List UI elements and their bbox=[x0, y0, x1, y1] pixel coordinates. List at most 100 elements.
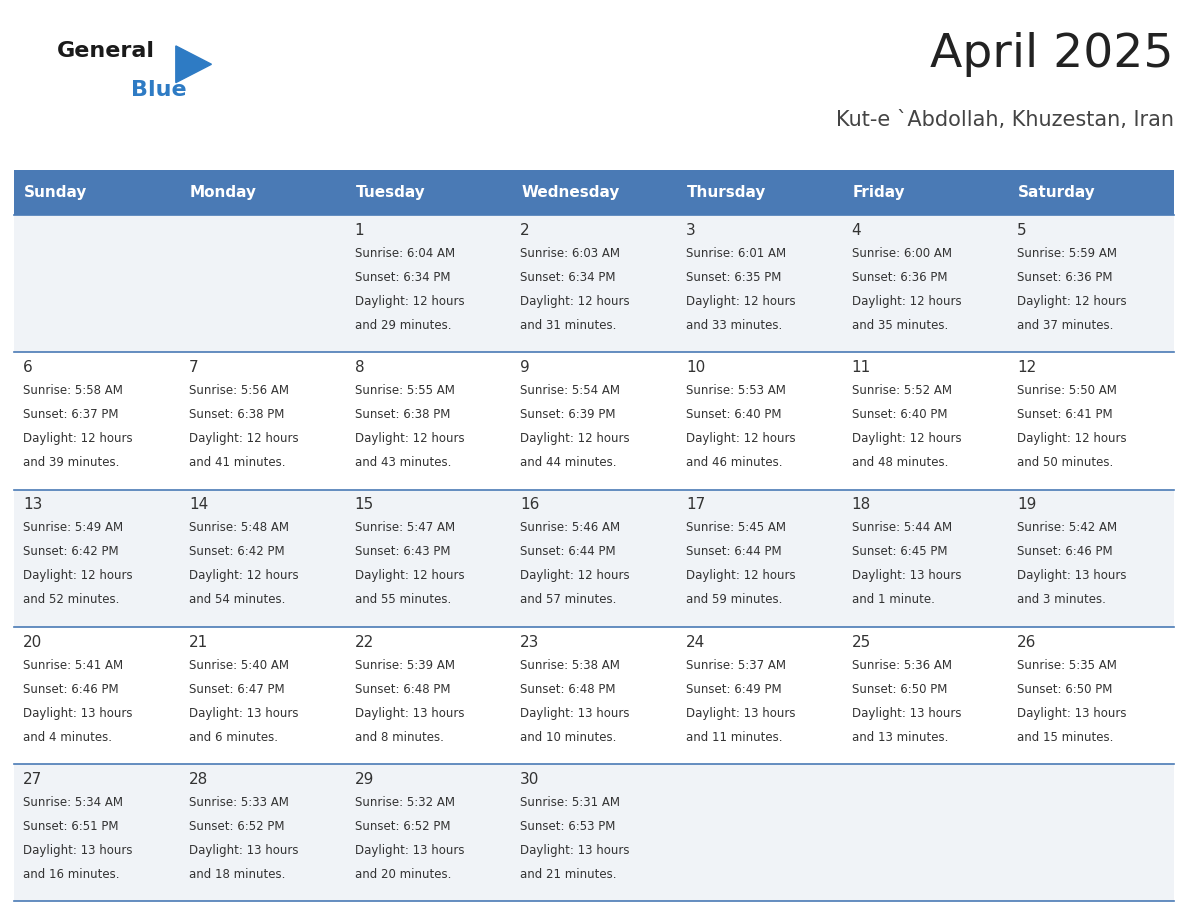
Text: Daylight: 12 hours: Daylight: 12 hours bbox=[520, 432, 630, 445]
Text: Sunset: 6:47 PM: Sunset: 6:47 PM bbox=[189, 683, 285, 696]
Text: Sunrise: 5:41 AM: Sunrise: 5:41 AM bbox=[24, 658, 124, 672]
Text: and 44 minutes.: and 44 minutes. bbox=[520, 456, 617, 469]
Text: Daylight: 13 hours: Daylight: 13 hours bbox=[520, 844, 630, 856]
Text: Tuesday: Tuesday bbox=[355, 185, 425, 200]
Text: and 21 minutes.: and 21 minutes. bbox=[520, 868, 617, 881]
Text: 5: 5 bbox=[1017, 223, 1026, 238]
Text: 27: 27 bbox=[24, 772, 43, 787]
Bar bbox=[14, 627, 1174, 764]
Text: Friday: Friday bbox=[853, 185, 905, 200]
Text: Sunset: 6:52 PM: Sunset: 6:52 PM bbox=[189, 820, 284, 833]
Text: Daylight: 13 hours: Daylight: 13 hours bbox=[520, 707, 630, 720]
Text: Kut-e `Abdollah, Khuzestan, Iran: Kut-e `Abdollah, Khuzestan, Iran bbox=[835, 110, 1174, 130]
Text: Sunrise: 5:58 AM: Sunrise: 5:58 AM bbox=[24, 384, 124, 397]
Bar bbox=[14, 215, 1174, 353]
Text: Thursday: Thursday bbox=[687, 185, 766, 200]
Text: Sunset: 6:36 PM: Sunset: 6:36 PM bbox=[1017, 271, 1113, 284]
Text: 15: 15 bbox=[355, 498, 374, 512]
Text: Daylight: 13 hours: Daylight: 13 hours bbox=[852, 569, 961, 582]
Text: and 10 minutes.: and 10 minutes. bbox=[520, 731, 617, 744]
Text: Daylight: 13 hours: Daylight: 13 hours bbox=[685, 707, 796, 720]
Text: and 16 minutes.: and 16 minutes. bbox=[24, 868, 120, 881]
Text: Sunrise: 5:46 AM: Sunrise: 5:46 AM bbox=[520, 521, 620, 534]
Text: Sunset: 6:52 PM: Sunset: 6:52 PM bbox=[355, 820, 450, 833]
Text: Sunrise: 5:38 AM: Sunrise: 5:38 AM bbox=[520, 658, 620, 672]
Text: 11: 11 bbox=[852, 360, 871, 375]
Text: Sunrise: 5:48 AM: Sunrise: 5:48 AM bbox=[189, 521, 289, 534]
Text: Daylight: 13 hours: Daylight: 13 hours bbox=[24, 844, 133, 856]
Text: Sunset: 6:46 PM: Sunset: 6:46 PM bbox=[1017, 545, 1113, 558]
Text: Sunrise: 5:49 AM: Sunrise: 5:49 AM bbox=[24, 521, 124, 534]
Text: 17: 17 bbox=[685, 498, 706, 512]
Text: Saturday: Saturday bbox=[1018, 185, 1095, 200]
Text: Daylight: 13 hours: Daylight: 13 hours bbox=[189, 707, 298, 720]
Bar bbox=[14, 170, 179, 215]
Text: Sunset: 6:42 PM: Sunset: 6:42 PM bbox=[189, 545, 285, 558]
Text: Sunrise: 5:55 AM: Sunrise: 5:55 AM bbox=[355, 384, 455, 397]
Text: and 3 minutes.: and 3 minutes. bbox=[1017, 593, 1106, 606]
Text: Sunrise: 5:56 AM: Sunrise: 5:56 AM bbox=[189, 384, 289, 397]
Text: Daylight: 13 hours: Daylight: 13 hours bbox=[355, 844, 465, 856]
Text: Sunset: 6:43 PM: Sunset: 6:43 PM bbox=[355, 545, 450, 558]
Text: Daylight: 12 hours: Daylight: 12 hours bbox=[189, 569, 298, 582]
Text: April 2025: April 2025 bbox=[930, 32, 1174, 77]
Text: Daylight: 12 hours: Daylight: 12 hours bbox=[852, 432, 961, 445]
Text: and 13 minutes.: and 13 minutes. bbox=[852, 731, 948, 744]
Text: and 15 minutes.: and 15 minutes. bbox=[1017, 731, 1113, 744]
Text: 3: 3 bbox=[685, 223, 696, 238]
Text: Sunday: Sunday bbox=[24, 185, 88, 200]
Text: Sunrise: 5:53 AM: Sunrise: 5:53 AM bbox=[685, 384, 785, 397]
Text: Sunrise: 6:04 AM: Sunrise: 6:04 AM bbox=[355, 247, 455, 260]
Text: Daylight: 12 hours: Daylight: 12 hours bbox=[1017, 295, 1127, 308]
Text: Sunrise: 5:59 AM: Sunrise: 5:59 AM bbox=[1017, 247, 1117, 260]
Text: and 50 minutes.: and 50 minutes. bbox=[1017, 456, 1113, 469]
Text: Sunrise: 5:36 AM: Sunrise: 5:36 AM bbox=[852, 658, 952, 672]
Text: 9: 9 bbox=[520, 360, 530, 375]
Text: Sunset: 6:48 PM: Sunset: 6:48 PM bbox=[520, 683, 615, 696]
Text: Sunset: 6:48 PM: Sunset: 6:48 PM bbox=[355, 683, 450, 696]
Text: and 46 minutes.: and 46 minutes. bbox=[685, 456, 783, 469]
Text: Sunrise: 6:03 AM: Sunrise: 6:03 AM bbox=[520, 247, 620, 260]
Text: 13: 13 bbox=[24, 498, 43, 512]
Text: 8: 8 bbox=[355, 360, 365, 375]
Bar bbox=[842, 170, 1009, 215]
Text: Daylight: 13 hours: Daylight: 13 hours bbox=[852, 707, 961, 720]
Text: Sunset: 6:53 PM: Sunset: 6:53 PM bbox=[520, 820, 615, 833]
Text: Sunrise: 5:39 AM: Sunrise: 5:39 AM bbox=[355, 658, 455, 672]
Text: 21: 21 bbox=[189, 634, 208, 650]
Text: Sunrise: 5:42 AM: Sunrise: 5:42 AM bbox=[1017, 521, 1118, 534]
Text: Daylight: 12 hours: Daylight: 12 hours bbox=[685, 569, 796, 582]
Text: 14: 14 bbox=[189, 498, 208, 512]
Text: and 54 minutes.: and 54 minutes. bbox=[189, 593, 285, 606]
Text: 16: 16 bbox=[520, 498, 539, 512]
Text: and 41 minutes.: and 41 minutes. bbox=[189, 456, 285, 469]
Text: Sunrise: 5:40 AM: Sunrise: 5:40 AM bbox=[189, 658, 289, 672]
Text: 23: 23 bbox=[520, 634, 539, 650]
Text: Sunset: 6:38 PM: Sunset: 6:38 PM bbox=[355, 408, 450, 421]
Text: and 48 minutes.: and 48 minutes. bbox=[852, 456, 948, 469]
Text: Daylight: 13 hours: Daylight: 13 hours bbox=[1017, 569, 1126, 582]
Text: Daylight: 12 hours: Daylight: 12 hours bbox=[852, 295, 961, 308]
Text: Sunset: 6:50 PM: Sunset: 6:50 PM bbox=[1017, 683, 1113, 696]
Text: General: General bbox=[57, 41, 154, 62]
Text: Sunrise: 6:00 AM: Sunrise: 6:00 AM bbox=[852, 247, 952, 260]
Text: 6: 6 bbox=[24, 360, 33, 375]
Text: Daylight: 12 hours: Daylight: 12 hours bbox=[189, 432, 298, 445]
Text: Sunset: 6:37 PM: Sunset: 6:37 PM bbox=[24, 408, 119, 421]
Text: Sunrise: 5:31 AM: Sunrise: 5:31 AM bbox=[520, 796, 620, 809]
Text: Daylight: 12 hours: Daylight: 12 hours bbox=[685, 295, 796, 308]
Polygon shape bbox=[176, 46, 211, 83]
Bar bbox=[1009, 170, 1174, 215]
Bar bbox=[346, 170, 511, 215]
Text: Sunrise: 5:37 AM: Sunrise: 5:37 AM bbox=[685, 658, 786, 672]
Bar bbox=[14, 489, 1174, 627]
Text: Sunrise: 6:01 AM: Sunrise: 6:01 AM bbox=[685, 247, 786, 260]
Text: Sunset: 6:50 PM: Sunset: 6:50 PM bbox=[852, 683, 947, 696]
Text: Sunrise: 5:34 AM: Sunrise: 5:34 AM bbox=[24, 796, 124, 809]
Text: Sunset: 6:39 PM: Sunset: 6:39 PM bbox=[520, 408, 615, 421]
Text: 1: 1 bbox=[355, 223, 365, 238]
Text: Sunrise: 5:35 AM: Sunrise: 5:35 AM bbox=[1017, 658, 1117, 672]
Text: 24: 24 bbox=[685, 634, 706, 650]
Text: and 1 minute.: and 1 minute. bbox=[852, 593, 935, 606]
Text: Sunset: 6:44 PM: Sunset: 6:44 PM bbox=[520, 545, 615, 558]
